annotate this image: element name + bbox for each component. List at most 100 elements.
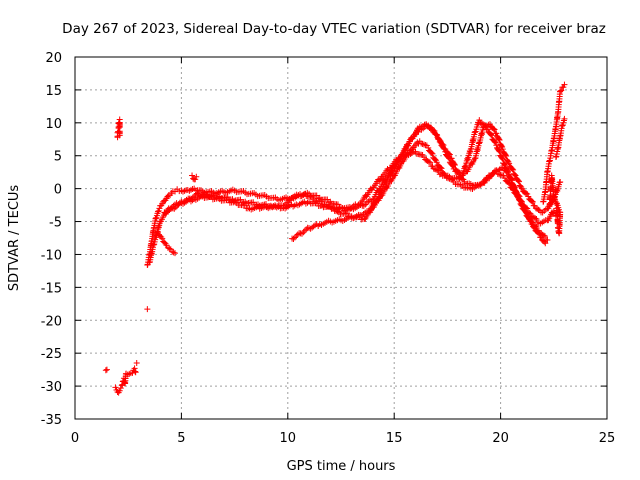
data-point: [553, 187, 560, 194]
data-point: [558, 87, 565, 94]
data-point: [189, 172, 196, 179]
data-point: [172, 204, 179, 211]
data-point: [441, 171, 448, 178]
y-tick-label: -35: [41, 413, 62, 428]
data-point: [529, 198, 536, 205]
data-point: [518, 202, 525, 209]
data-point: [118, 382, 125, 389]
data-point: [504, 158, 511, 165]
data-point: [304, 199, 311, 206]
data-point: [116, 387, 123, 394]
x-tick-label: 25: [599, 431, 616, 446]
data-point: [169, 248, 176, 255]
data-point: [492, 139, 499, 146]
data-point: [172, 250, 179, 257]
data-point: [330, 204, 337, 211]
y-tick-label: 15: [45, 84, 62, 99]
data-point: [493, 142, 500, 149]
data-point: [449, 162, 456, 169]
data-point: [431, 127, 438, 134]
data-point: [428, 150, 435, 157]
data-point: [561, 81, 568, 88]
data-point: [495, 147, 502, 154]
data-point: [499, 146, 506, 153]
y-tick-label: -15: [41, 281, 62, 296]
data-point: [513, 189, 520, 196]
data-point: [499, 156, 506, 163]
data-point: [154, 229, 161, 236]
data-point: [491, 126, 498, 133]
y-tick-label: -20: [41, 314, 62, 329]
data-point: [541, 233, 548, 240]
data-point: [507, 175, 514, 182]
data-point: [499, 155, 506, 162]
data-point: [523, 190, 530, 197]
data-point: [516, 196, 523, 203]
data-point: [504, 167, 511, 174]
data-point: [510, 183, 517, 190]
data-point: [116, 132, 123, 139]
data-point: [484, 126, 491, 133]
data-point: [445, 154, 452, 161]
data-point: [488, 132, 495, 139]
data-point: [532, 205, 539, 212]
data-point: [526, 209, 533, 216]
data-point: [293, 233, 300, 240]
data-point: [532, 223, 539, 230]
data-point: [433, 159, 440, 166]
data-point: [154, 208, 161, 215]
data-point: [501, 161, 508, 168]
data-point: [241, 202, 248, 209]
data-point: [496, 148, 503, 155]
data-point: [132, 369, 139, 376]
data-point: [525, 193, 532, 200]
data-point: [504, 168, 511, 175]
data-point: [476, 117, 483, 124]
data-point: [487, 131, 494, 138]
data-point: [436, 137, 443, 144]
y-tick-label: -10: [41, 248, 62, 263]
y-tick-label: -25: [41, 347, 62, 362]
data-point: [533, 223, 540, 230]
data-point: [464, 155, 471, 162]
data-point: [301, 227, 308, 234]
y-tick-label: -5: [49, 216, 62, 231]
data-point: [525, 215, 532, 222]
data-point: [534, 205, 541, 212]
data-point: [546, 202, 553, 209]
data-point: [496, 137, 503, 144]
data-point: [192, 176, 199, 183]
data-point: [461, 163, 468, 170]
data-point: [430, 127, 437, 134]
data-point: [167, 246, 174, 253]
y-tick-label: -30: [41, 380, 62, 395]
y-tick-label: 10: [45, 117, 62, 132]
data-point: [425, 158, 432, 165]
data-point: [491, 138, 498, 145]
data-point: [518, 185, 525, 192]
data-point: [502, 151, 509, 158]
data-point: [527, 218, 534, 225]
y-tick-label: 0: [54, 183, 62, 198]
data-point: [131, 365, 138, 372]
data-point: [334, 208, 341, 215]
data-point: [171, 205, 178, 212]
data-point: [512, 172, 519, 179]
data-point: [155, 207, 162, 214]
data-point: [557, 179, 564, 186]
data-point: [553, 200, 560, 207]
data-point: [102, 367, 109, 374]
chart-title: Day 267 of 2023, Sidereal Day-to-day VTE…: [62, 21, 606, 37]
data-point: [515, 177, 522, 184]
data-point: [366, 196, 373, 203]
data-point: [290, 235, 297, 242]
data-point: [522, 208, 529, 215]
data-point: [521, 207, 528, 214]
data-point: [174, 202, 181, 209]
data-point: [528, 198, 535, 205]
data-point: [532, 215, 539, 222]
data-point: [112, 384, 119, 391]
data-point: [542, 240, 549, 247]
data-point: [526, 215, 533, 222]
